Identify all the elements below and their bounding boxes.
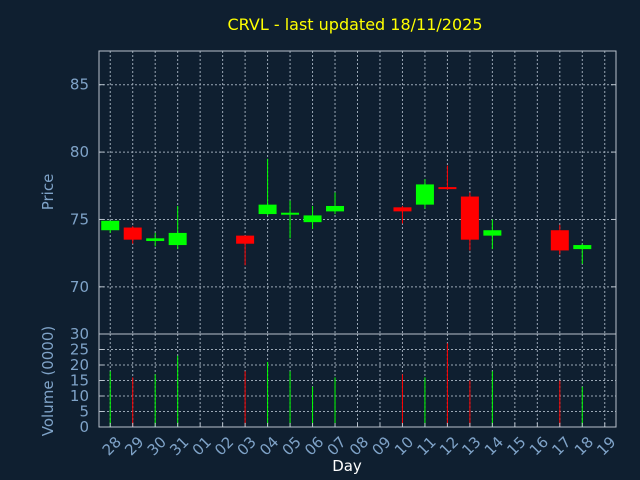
price-y-tick-label: 75 <box>70 210 89 228</box>
price-y-tick-label: 80 <box>70 143 89 161</box>
price-y-tick-label: 85 <box>70 76 89 94</box>
candle-body <box>460 196 479 240</box>
volume-y-tick-label: 5 <box>79 403 89 421</box>
candle-body <box>101 220 120 231</box>
price-y-tick-label: 70 <box>70 278 89 296</box>
candle-body <box>303 215 322 223</box>
volume-y-tick-label: 20 <box>70 356 89 374</box>
candle-body <box>573 245 592 250</box>
candle-body <box>550 230 569 251</box>
volume-bars <box>109 343 583 427</box>
candle-body <box>236 235 255 244</box>
volume-y-tick-label: 15 <box>70 372 89 390</box>
volume-y-tick-label: 10 <box>70 387 89 405</box>
volume-y-tick-label: 30 <box>70 325 89 343</box>
volume-axis-label: Volume (0000) <box>39 326 57 436</box>
candles <box>101 158 592 266</box>
candle-body <box>326 205 345 212</box>
candle-body <box>415 184 434 205</box>
price-axis-label: Price <box>39 174 57 211</box>
candle-body <box>258 204 277 215</box>
candle-body <box>393 207 412 212</box>
x-axis-label: Day <box>332 457 362 475</box>
volume-y-tick-label: 25 <box>70 341 89 359</box>
candle-body <box>146 238 165 242</box>
candle-body <box>168 232 187 246</box>
chart-title: CRVL - last updated 18/11/2025 <box>228 15 483 34</box>
candle-body <box>483 230 502 236</box>
price-y-ticks: 70 75 80 85 <box>70 76 616 296</box>
candle-body <box>438 187 457 190</box>
volume-y-tick-label: 0 <box>79 418 89 436</box>
candle-body <box>281 212 300 215</box>
candle-body <box>123 227 142 240</box>
